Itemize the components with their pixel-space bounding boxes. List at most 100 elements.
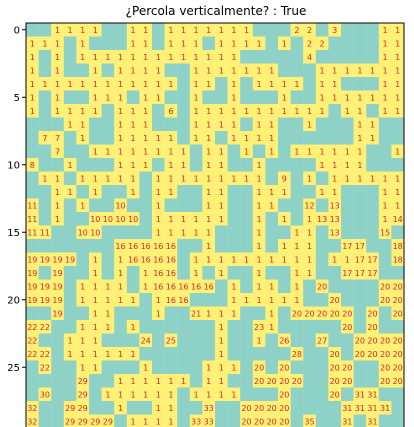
cell-label: 1 (219, 147, 224, 156)
cell-label: 1 (269, 147, 274, 156)
heatmap-cell (51, 63, 64, 78)
heatmap-cell (328, 36, 342, 51)
heatmap-cell (391, 50, 405, 64)
heatmap-cell (265, 239, 279, 253)
cell-label: 29 (65, 417, 75, 426)
heatmap-cell (303, 212, 316, 226)
cell-label: 1 (370, 134, 375, 143)
cell-label: 1 (257, 134, 262, 143)
heatmap-cell (26, 387, 39, 402)
cell-label: 1 (395, 201, 400, 210)
heatmap-cell (63, 266, 77, 280)
heatmap-cell (378, 293, 392, 307)
heatmap-cell (114, 252, 127, 267)
heatmap-cell (101, 333, 115, 348)
cell-label: 1 (194, 93, 199, 102)
heatmap-cell (278, 158, 291, 172)
cell-label: 1 (42, 39, 47, 48)
cell-label: 1 (244, 147, 249, 156)
heatmap-cell (278, 279, 291, 294)
heatmap-cell (177, 171, 190, 186)
heatmap-cell (139, 23, 153, 37)
heatmap-cell (227, 198, 241, 213)
heatmap-cell (139, 171, 153, 186)
cell-label: 1 (93, 107, 98, 116)
heatmap-cell (89, 158, 102, 172)
heatmap-cell (315, 36, 329, 51)
heatmap-cell (227, 387, 241, 402)
heatmap-cell (76, 144, 90, 159)
heatmap-cell (315, 279, 329, 294)
cell-label: 16 (141, 255, 151, 264)
heatmap-cell (164, 185, 178, 199)
heatmap-cell (63, 185, 77, 199)
cell-label: 1 (143, 390, 148, 399)
heatmap-cell (353, 306, 367, 321)
cell-label: 1 (118, 93, 123, 102)
heatmap-cell (89, 63, 102, 78)
cell-label: 1 (131, 53, 136, 62)
heatmap-cell (290, 360, 304, 375)
heatmap-cell (202, 266, 216, 280)
heatmap-cell (328, 104, 342, 118)
heatmap-cell (51, 225, 64, 240)
cell-label: 1 (118, 296, 123, 305)
heatmap-cell (51, 401, 64, 415)
heatmap-cell (341, 158, 354, 172)
heatmap-cell (290, 239, 304, 253)
cell-label: 1 (219, 363, 224, 372)
cell-label: 1 (357, 93, 362, 102)
heatmap-cell (38, 77, 52, 91)
cell-label: 1 (68, 107, 73, 116)
cell-label: 1 (93, 66, 98, 75)
heatmap-cell (278, 50, 291, 64)
heatmap-cell (353, 212, 367, 226)
cell-label: 1 (269, 188, 274, 197)
heatmap-cell (114, 23, 127, 37)
cell-label: 1 (42, 174, 47, 183)
cell-label: 1 (206, 255, 211, 264)
heatmap-cell (252, 293, 266, 307)
cell-label: 1 (219, 336, 224, 345)
cell-label: 1 (93, 147, 98, 156)
heatmap-cell (26, 36, 39, 51)
heatmap-cell (177, 63, 190, 78)
heatmap-cell (202, 144, 216, 159)
heatmap-cell (126, 50, 140, 64)
heatmap-cell (315, 158, 329, 172)
cell-label: 1 (143, 53, 148, 62)
cell-label: 1 (257, 296, 262, 305)
cell-label: 2 (320, 39, 325, 48)
cell-label: 1 (345, 255, 350, 264)
heatmap-cell (177, 131, 190, 145)
cell-label: 11 (27, 201, 37, 210)
heatmap-cell (63, 414, 77, 427)
heatmap-cell (252, 387, 266, 402)
heatmap-cell (341, 360, 354, 375)
heatmap-cell (38, 360, 52, 375)
heatmap-cell (26, 144, 39, 159)
cell-label: 1 (395, 53, 400, 62)
cell-label: 3 (332, 26, 337, 35)
cell-label: 1 (320, 66, 325, 75)
heatmap-cell (51, 104, 64, 118)
heatmap-cell (26, 225, 39, 240)
heatmap-cell (366, 212, 379, 226)
heatmap-cell (252, 104, 266, 118)
heatmap-cell (215, 239, 228, 253)
heatmap-cell (202, 131, 216, 145)
heatmap-cell (378, 252, 392, 267)
heatmap-cell (164, 131, 178, 145)
heatmap-cell (139, 387, 153, 402)
heatmap-cell (114, 50, 127, 64)
heatmap-cell (26, 347, 39, 361)
heatmap-cell (303, 414, 316, 427)
heatmap-cell (63, 144, 77, 159)
heatmap-cell (189, 279, 203, 294)
heatmap-cell (89, 131, 102, 145)
cell-label: 1 (244, 134, 249, 143)
heatmap-cell (139, 144, 153, 159)
cell-label: 1 (143, 363, 148, 372)
heatmap-cell (164, 360, 178, 375)
cell-label: 1 (181, 53, 186, 62)
